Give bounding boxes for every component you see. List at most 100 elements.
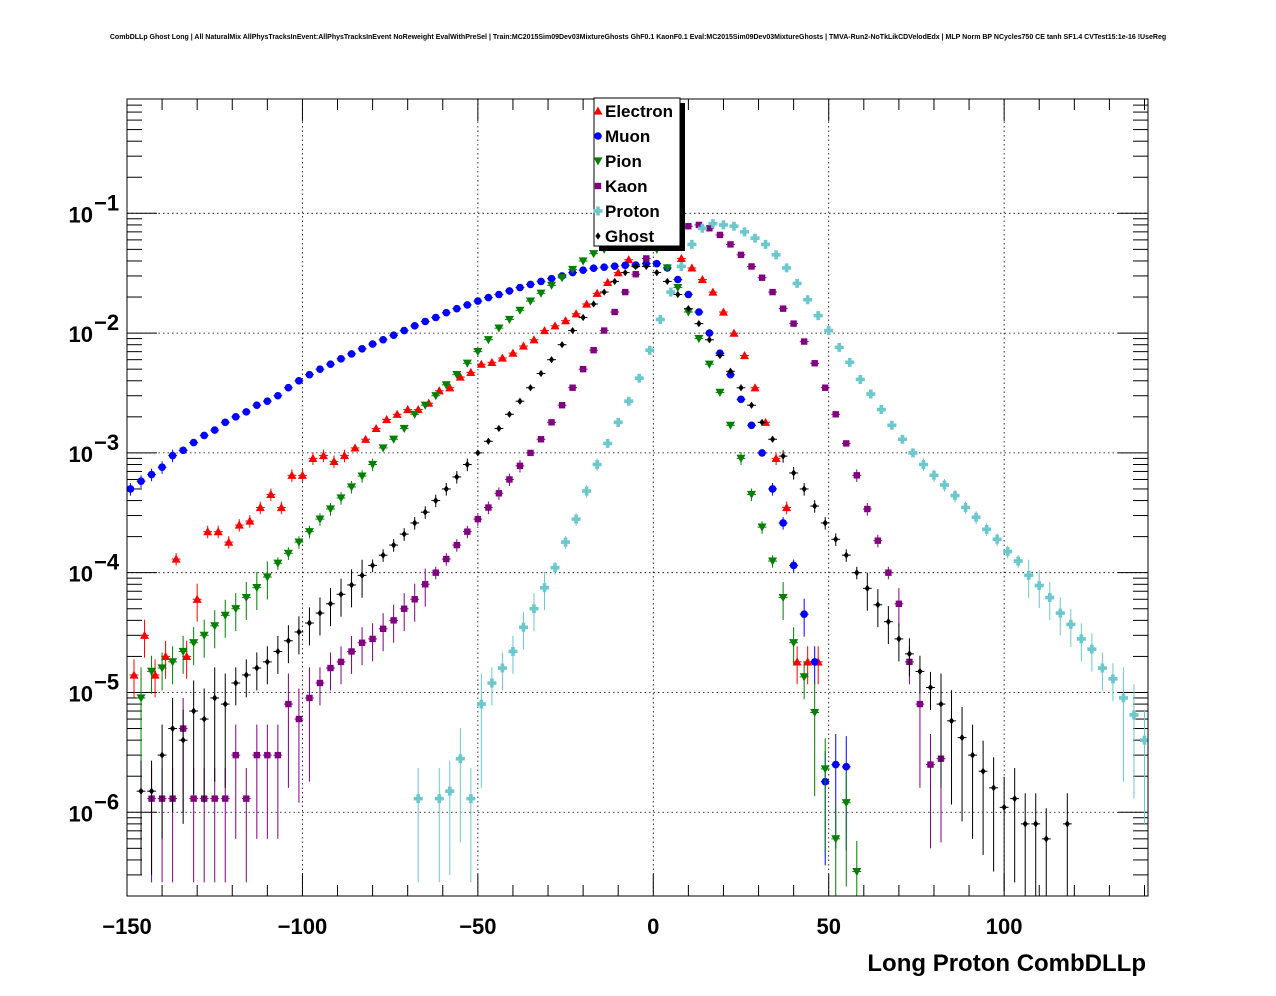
data-point-ghost [854, 569, 860, 577]
data-point-ghost [233, 679, 239, 687]
data-point-kaon [527, 449, 534, 457]
data-point-pion [304, 528, 314, 537]
y-tick-labels: 10−110−210−310−410−510−6 [69, 190, 120, 826]
data-point-kaon [927, 761, 934, 768]
data-point-proton [950, 491, 960, 501]
legend-marker-ghost [595, 232, 601, 240]
data-point-ghost [338, 590, 344, 598]
data-point-proton [413, 794, 423, 804]
data-point-kaon [843, 440, 850, 447]
data-point-kaon [548, 419, 555, 426]
data-point-ghost [506, 410, 513, 418]
data-point-ghost [296, 628, 302, 636]
data-point-ghost [170, 724, 176, 733]
data-point-electron [582, 299, 592, 308]
data-point-electron [224, 537, 234, 546]
data-point-electron [624, 255, 634, 264]
data-point-electron [729, 328, 739, 337]
data-point-electron [771, 453, 781, 462]
data-point-proton [897, 434, 907, 444]
data-point-electron [550, 321, 560, 330]
data-point-muon [379, 335, 387, 344]
data-point-muon [389, 331, 398, 340]
data-point-pion [147, 667, 157, 676]
data-point-proton [1024, 570, 1034, 580]
data-point-ghost [401, 530, 407, 538]
data-point-kaon [685, 223, 692, 230]
data-point-muon [800, 610, 808, 619]
data-point-proton [1118, 693, 1128, 703]
data-point-proton [1108, 674, 1118, 684]
data-point-ghost [833, 535, 839, 543]
data-point-proton [624, 396, 634, 406]
data-point-ghost [327, 600, 334, 608]
x-tick-label: 0 [647, 914, 659, 939]
data-point-muon [505, 287, 514, 295]
data-point-muon [316, 365, 324, 373]
data-point-muon [263, 397, 272, 406]
data-point-electron [529, 335, 539, 344]
data-point-proton [687, 239, 697, 249]
y-tick-label: 10 [69, 202, 93, 227]
data-point-ghost [496, 424, 502, 433]
data-point-pion [420, 401, 430, 410]
data-point-proton [497, 663, 507, 673]
data-point-kaon [779, 305, 787, 312]
data-point-kaon [611, 308, 618, 316]
data-point-proton [613, 417, 623, 427]
legend-marker-proton [593, 206, 603, 216]
data-point-pion [736, 454, 746, 463]
data-point-pion [525, 297, 535, 306]
data-point-kaon [453, 541, 461, 549]
data-point-ghost [917, 667, 923, 675]
data-point-muon [295, 376, 303, 385]
data-point-ghost [285, 637, 291, 645]
data-point-proton [1097, 663, 1107, 673]
data-point-ghost [938, 700, 944, 708]
data-point-pion [799, 673, 809, 682]
data-point-kaon [411, 596, 418, 603]
data-point-proton [1087, 644, 1097, 654]
data-point-electron [213, 527, 223, 536]
data-point-pion [504, 315, 514, 324]
data-point-muon [652, 259, 661, 268]
data-point-proton [982, 524, 992, 534]
data-point-muon [695, 308, 703, 316]
data-point-ghost [212, 694, 218, 702]
data-point-pion [536, 289, 546, 298]
data-point-muon [474, 297, 482, 305]
data-point-pion [747, 490, 757, 499]
data-point-pion [347, 483, 357, 492]
data-point-electron [687, 263, 697, 272]
grid-layer [126, 99, 1148, 896]
data-point-proton [1139, 735, 1148, 745]
data-point-electron [750, 383, 760, 392]
data-point-pion [410, 410, 420, 419]
series-pion [136, 236, 862, 896]
data-point-ghost [748, 401, 755, 409]
data-point-ghost [948, 717, 955, 725]
data-point-proton [792, 278, 802, 288]
data-point-ghost [1012, 795, 1018, 803]
data-point-muon [147, 470, 156, 479]
data-point-electron [129, 670, 139, 679]
data-point-muon [305, 370, 314, 379]
data-point-ghost [980, 767, 986, 775]
data-point-muon [684, 290, 693, 299]
y-tick-exponent: −6 [94, 789, 119, 814]
data-point-kaon [811, 360, 818, 367]
data-point-ghost [654, 268, 660, 277]
data-point-kaon [485, 504, 492, 511]
data-point-electron [371, 423, 381, 433]
data-point-pion [283, 549, 293, 558]
data-point-ghost [812, 502, 818, 510]
data-point-ghost [527, 384, 534, 392]
data-point-muon [358, 344, 366, 353]
x-tick-label: 100 [986, 914, 1023, 939]
data-point-pion [441, 381, 451, 390]
data-point-muon [242, 408, 251, 416]
data-point-proton [1045, 593, 1055, 603]
data-point-ghost [633, 262, 639, 271]
data-point-pion [515, 306, 525, 315]
data-point-pion [462, 359, 472, 368]
